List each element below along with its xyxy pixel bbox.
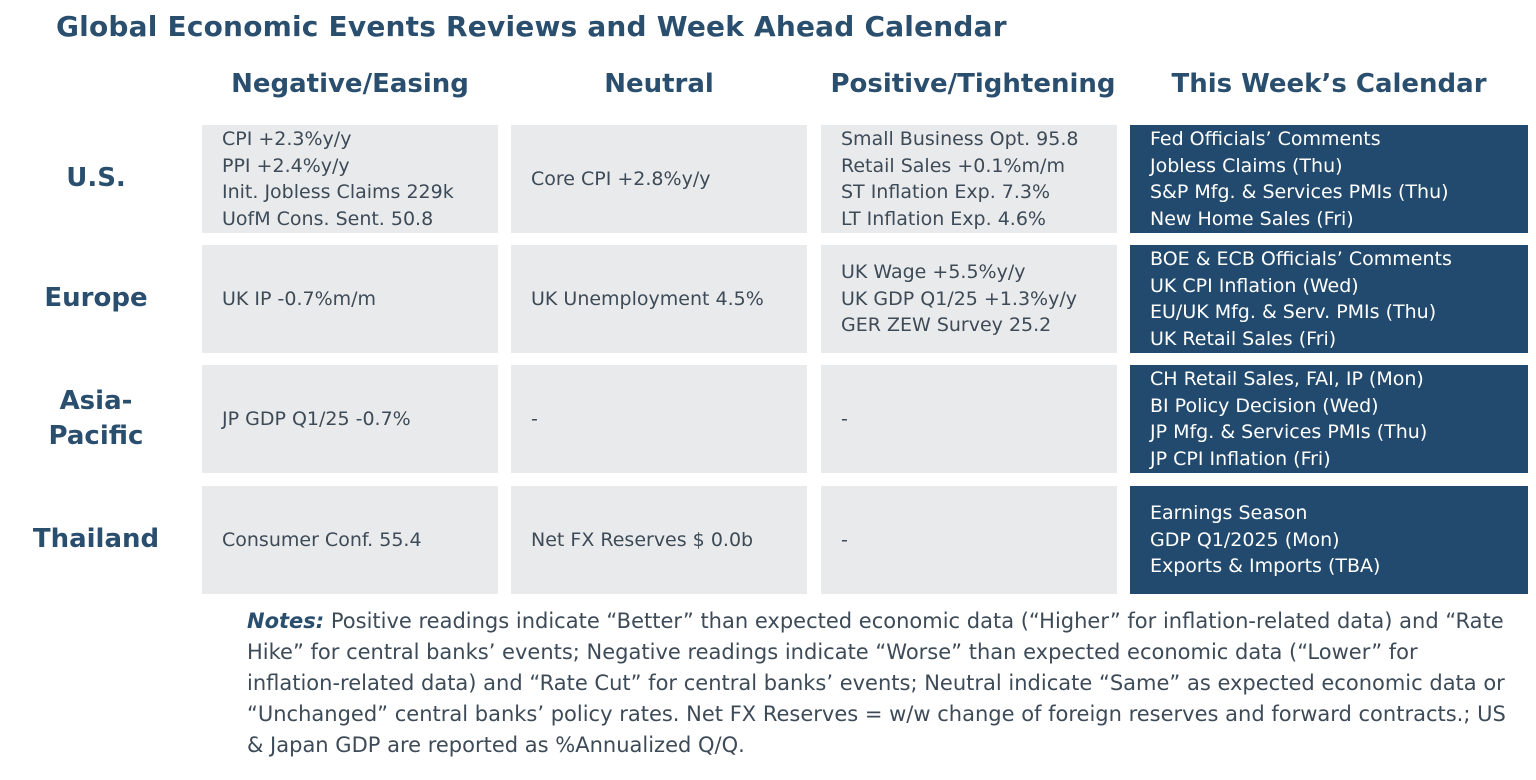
- cell-line: Core CPI +2.8%y/y: [531, 167, 711, 190]
- cell-line: GDP Q1/2025 (Mon): [1150, 528, 1340, 551]
- notes-label: Notes:: [247, 609, 325, 633]
- cell-us-calendar: Fed Officials’ Comments Jobless Claims (…: [1130, 125, 1528, 233]
- cell-asia-negative: JP GDP Q1/25 -0.7%: [202, 365, 498, 473]
- cell-line: UK Wage +5.5%y/y: [841, 261, 1026, 284]
- row-header-thailand: Thailand: [32, 524, 160, 555]
- column-header-negative: Negative/Easing: [231, 69, 469, 99]
- row-header-line: Asia-: [59, 385, 133, 416]
- cell-europe-positive: UK Wage +5.5%y/y UK GDP Q1/25 +1.3%y/y G…: [821, 245, 1117, 353]
- cell-line: CPI +2.3%y/y: [222, 128, 352, 150]
- cell-line: EU/UK Mfg. & Serv. PMIs (Thu): [1150, 301, 1437, 323]
- cell-line: BI Policy Decision (Wed): [1150, 394, 1379, 417]
- notes: Notes: Positive readings indicate “Bette…: [247, 606, 1507, 761]
- cell-europe-neutral: UK Unemployment 4.5%: [511, 245, 807, 353]
- column-header-neutral: Neutral: [604, 69, 714, 99]
- cell-line: JP CPI Inflation (Fri): [1150, 447, 1331, 470]
- cell-us-neutral: Core CPI +2.8%y/y: [511, 125, 807, 233]
- cell-line: -: [841, 407, 848, 430]
- cell-line: Consumer Conf. 55.4: [222, 528, 422, 551]
- cell-line: ST Inflation Exp. 7.3%: [841, 181, 1051, 203]
- cell-line: -: [841, 528, 848, 551]
- cell-line: UK IP -0.7%m/m: [222, 287, 377, 310]
- row-header-us: U.S.: [66, 163, 126, 194]
- cell-line: Init. Jobless Claims 229k: [222, 181, 454, 203]
- cell-line: UofM Cons. Sent. 50.8: [222, 207, 434, 230]
- cell-line: Net FX Reserves $ 0.0b: [531, 528, 754, 551]
- cell-line: UK Unemployment 4.5%: [531, 287, 764, 310]
- row-header-europe: Europe: [44, 283, 148, 314]
- cell-line: JP GDP Q1/25 -0.7%: [222, 407, 411, 430]
- cell-line: Exports & Imports (TBA): [1150, 555, 1381, 578]
- cell-thailand-negative: Consumer Conf. 55.4: [202, 486, 498, 594]
- cell-line: UK GDP Q1/25 +1.3%y/y: [841, 287, 1077, 310]
- cell-line: Fed Officials’ Comments: [1150, 128, 1381, 150]
- cell-line: GER ZEW Survey 25.2: [841, 314, 1052, 337]
- cell-line: S&P Mfg. & Services PMIs (Thu): [1150, 181, 1449, 203]
- row-header-asia-pacific: Asia- Pacific: [0, 365, 192, 473]
- cell-line: Jobless Claims (Thu): [1150, 154, 1343, 177]
- cell-us-positive: Small Business Opt. 95.8 Retail Sales +0…: [821, 125, 1117, 233]
- cell-line: -: [531, 407, 538, 430]
- cell-thailand-positive: -: [821, 486, 1117, 594]
- cell-line: CH Retail Sales, FAI, IP (Mon): [1150, 368, 1424, 390]
- row-header-line: Pacific: [48, 421, 144, 451]
- cell-line: UK Retail Sales (Fri): [1150, 327, 1337, 350]
- cell-line: Earnings Season: [1150, 502, 1308, 525]
- cell-thailand-calendar: Earnings Season GDP Q1/2025 (Mon) Export…: [1130, 486, 1528, 594]
- column-header-calendar: This Week’s Calendar: [1171, 69, 1487, 99]
- cell-line: UK CPI Inflation (Wed): [1150, 274, 1359, 297]
- cell-line: New Home Sales (Fri): [1150, 207, 1354, 230]
- cell-line: BOE & ECB Officials’ Comments: [1150, 248, 1452, 270]
- cell-line: PPI +2.4%y/y: [222, 154, 350, 177]
- cell-asia-neutral: -: [511, 365, 807, 473]
- cell-line: Retail Sales +0.1%m/m: [841, 154, 1065, 177]
- cell-us-negative: CPI +2.3%y/y PPI +2.4%y/y Init. Jobless …: [202, 125, 498, 233]
- cell-line: Small Business Opt. 95.8: [841, 128, 1079, 150]
- cell-asia-positive: -: [821, 365, 1117, 473]
- cell-line: LT Inflation Exp. 4.6%: [841, 207, 1046, 230]
- cell-line: JP Mfg. & Services PMIs (Thu): [1150, 421, 1428, 443]
- cell-asia-calendar: CH Retail Sales, FAI, IP (Mon) BI Policy…: [1130, 365, 1528, 473]
- page-title: Global Economic Events Reviews and Week …: [56, 10, 1007, 43]
- notes-text: Positive readings indicate “Better” than…: [247, 609, 1506, 757]
- cell-europe-calendar: BOE & ECB Officials’ Comments UK CPI Inf…: [1130, 245, 1528, 353]
- column-header-positive: Positive/Tightening: [830, 69, 1116, 99]
- cell-europe-negative: UK IP -0.7%m/m: [202, 245, 498, 353]
- cell-thailand-neutral: Net FX Reserves $ 0.0b: [511, 486, 807, 594]
